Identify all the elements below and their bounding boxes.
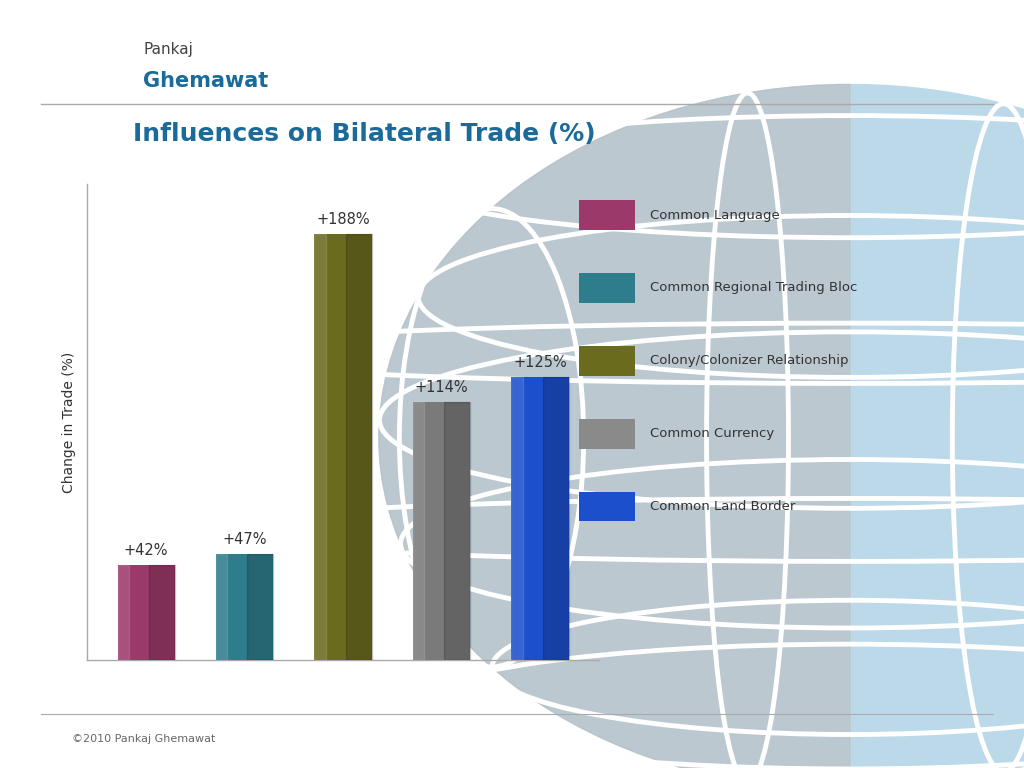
Text: +114%: +114%	[415, 380, 468, 396]
Text: ©2010 Pankaj Ghemawat: ©2010 Pankaj Ghemawat	[72, 733, 215, 744]
Bar	[579, 492, 635, 521]
Bar	[314, 234, 326, 660]
Bar	[579, 346, 635, 376]
Bar	[118, 565, 175, 660]
Text: +42%: +42%	[124, 544, 168, 558]
Text: Common Currency: Common Currency	[650, 428, 774, 440]
Bar	[216, 554, 227, 660]
Bar	[579, 200, 635, 230]
Bar	[148, 565, 175, 660]
Bar	[579, 273, 635, 303]
Bar	[444, 402, 470, 660]
Bar	[511, 377, 568, 660]
Text: +47%: +47%	[222, 532, 267, 547]
Text: +125%: +125%	[513, 356, 567, 370]
Text: +188%: +188%	[316, 213, 370, 227]
Bar	[543, 377, 568, 660]
Text: Ghemawat: Ghemawat	[143, 71, 268, 91]
Text: Pankaj: Pankaj	[143, 42, 194, 58]
Bar	[511, 377, 523, 660]
Bar	[413, 402, 470, 660]
Circle shape	[379, 84, 1024, 768]
Text: Common Language: Common Language	[650, 209, 780, 221]
Text: Influences on Bilateral Trade (%): Influences on Bilateral Trade (%)	[133, 122, 596, 147]
Bar	[413, 402, 424, 660]
Bar	[346, 234, 372, 660]
Bar	[248, 554, 273, 660]
Bar	[118, 565, 129, 660]
Bar	[216, 554, 273, 660]
Text: Common Regional Trading Bloc: Common Regional Trading Bloc	[650, 282, 858, 294]
Text: Colony/Colonizer Relationship: Colony/Colonizer Relationship	[650, 355, 849, 367]
Bar	[579, 419, 635, 449]
Y-axis label: Change in Trade (%): Change in Trade (%)	[61, 352, 76, 493]
Text: Common Land Border: Common Land Border	[650, 501, 796, 513]
Wedge shape	[379, 84, 850, 768]
Bar	[314, 234, 372, 660]
